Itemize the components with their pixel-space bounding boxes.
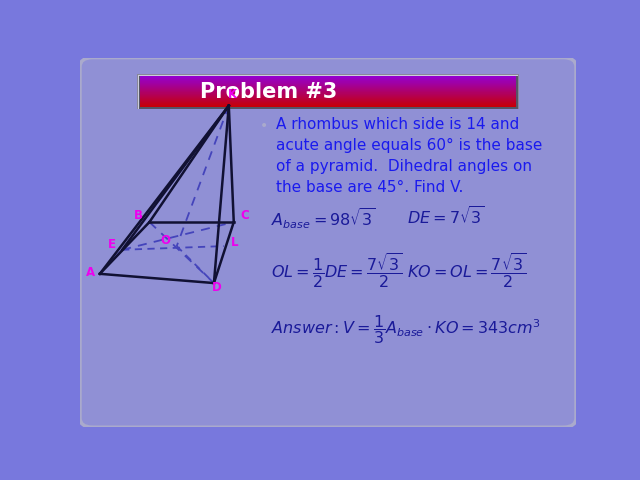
Bar xyxy=(140,94,516,95)
Text: $DE = 7\sqrt{3}$: $DE = 7\sqrt{3}$ xyxy=(408,207,485,229)
Bar xyxy=(137,74,519,109)
Bar xyxy=(140,90,516,91)
Bar xyxy=(140,83,516,84)
Bar xyxy=(140,96,516,97)
Bar xyxy=(140,100,516,101)
Bar xyxy=(140,87,516,88)
Bar xyxy=(140,91,516,92)
Bar xyxy=(140,95,516,96)
Bar xyxy=(140,107,516,108)
Bar xyxy=(140,89,516,90)
Text: O: O xyxy=(161,234,171,247)
Bar xyxy=(140,82,516,83)
Bar xyxy=(140,80,516,81)
Bar xyxy=(140,79,516,80)
Bar xyxy=(140,106,516,107)
Bar xyxy=(140,99,516,100)
Bar xyxy=(140,106,516,107)
Bar xyxy=(140,85,516,86)
Bar xyxy=(140,103,516,104)
Bar xyxy=(140,102,516,103)
Text: •: • xyxy=(259,119,268,133)
Bar xyxy=(140,85,516,86)
Bar xyxy=(140,102,516,103)
Bar xyxy=(140,77,516,78)
Bar xyxy=(140,78,516,79)
Text: A rhombus which side is 14 and
acute angle equals 60° is the base
of a pyramid. : A rhombus which side is 14 and acute ang… xyxy=(276,117,542,195)
Text: C: C xyxy=(240,209,249,222)
Bar xyxy=(140,95,516,96)
Bar xyxy=(140,97,516,98)
Bar xyxy=(140,77,516,78)
Bar xyxy=(140,76,516,77)
Bar xyxy=(140,98,516,99)
Text: $Answer: V = \dfrac{1}{3} A_{base} \cdot KO = 343cm^3$: $Answer: V = \dfrac{1}{3} A_{base} \cdot… xyxy=(271,313,541,346)
Bar xyxy=(140,88,516,89)
Bar xyxy=(140,79,516,80)
Bar xyxy=(140,82,516,83)
Bar xyxy=(140,101,516,102)
Bar xyxy=(139,76,518,108)
Bar xyxy=(140,78,516,79)
Bar xyxy=(140,81,516,82)
Bar xyxy=(140,96,516,97)
Text: L: L xyxy=(231,236,239,249)
Text: $KO = OL = \dfrac{7\sqrt{3}}{2}$: $KO = OL = \dfrac{7\sqrt{3}}{2}$ xyxy=(408,251,527,289)
Bar xyxy=(140,93,516,94)
Bar xyxy=(140,99,516,100)
Bar xyxy=(140,84,516,85)
Bar xyxy=(140,94,516,95)
Bar xyxy=(140,91,516,92)
Bar xyxy=(140,76,516,77)
Bar xyxy=(140,86,516,87)
Bar xyxy=(140,84,516,85)
Bar xyxy=(140,83,516,84)
Bar xyxy=(140,100,516,101)
Text: B: B xyxy=(134,209,143,222)
Bar xyxy=(140,88,516,89)
Bar xyxy=(140,105,516,106)
Text: D: D xyxy=(212,281,221,294)
Text: K: K xyxy=(228,87,237,100)
Text: E: E xyxy=(108,238,116,251)
Bar xyxy=(140,104,516,105)
Text: $OL = \dfrac{1}{2}DE = \dfrac{7\sqrt{3}}{2}$: $OL = \dfrac{1}{2}DE = \dfrac{7\sqrt{3}}… xyxy=(271,251,402,289)
Text: A: A xyxy=(86,265,95,279)
Bar xyxy=(140,105,516,106)
Bar xyxy=(140,101,516,102)
Bar xyxy=(140,92,516,93)
Bar xyxy=(140,89,516,90)
Text: Problem #3: Problem #3 xyxy=(200,82,337,102)
Bar xyxy=(138,75,518,108)
Bar xyxy=(140,90,516,91)
Text: $A_{base} = 98\sqrt{3}$: $A_{base} = 98\sqrt{3}$ xyxy=(271,206,376,231)
FancyBboxPatch shape xyxy=(80,58,576,427)
